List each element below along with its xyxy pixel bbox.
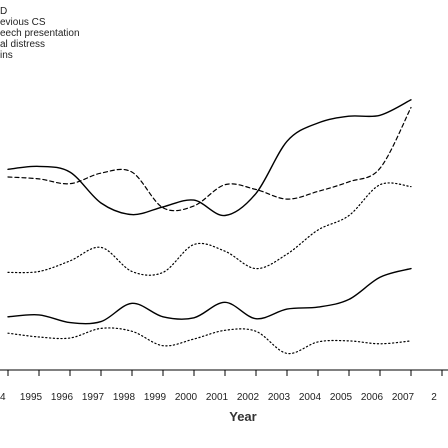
x-tick-label: 1999 (144, 392, 167, 403)
x-axis-ticks: 94 1995 1996 1997 1998 1999 2000 2001 2002 2003 20… (0, 370, 443, 403)
x-tick-label: 1995 (20, 392, 43, 403)
series-line-1 (7, 99, 412, 217)
x-axis-title: Year (229, 409, 256, 424)
series-line-2 (7, 106, 412, 212)
series-lines (7, 99, 412, 355)
x-tick-label: 2001 (206, 392, 229, 403)
legend-entry-5: ins (0, 50, 13, 61)
legend-entry-2: evious CS (0, 17, 46, 28)
x-tick-label: 1996 (51, 392, 74, 403)
series-line-3 (7, 182, 412, 276)
x-tick-label: 2003 (268, 392, 291, 403)
x-tick-label: 2004 (299, 392, 322, 403)
series-line-4 (7, 267, 412, 325)
series-line-5 (7, 327, 412, 355)
x-tick-label: 2007 (392, 392, 415, 403)
x-tick-label: 2000 (175, 392, 198, 403)
x-tick-label: 2002 (237, 392, 260, 403)
x-tick-label: 94 (0, 392, 6, 403)
legend-entry-4: al distress (0, 39, 45, 50)
x-tick-label: 1997 (82, 392, 105, 403)
x-tick-label: 2 (431, 392, 437, 403)
x-tick-label: 2006 (361, 392, 384, 403)
legend-entry-1: D (0, 6, 7, 17)
legend-entry-3: eech presentation (0, 28, 80, 39)
x-tick-label: 1998 (113, 392, 136, 403)
x-tick-label: 2005 (330, 392, 353, 403)
